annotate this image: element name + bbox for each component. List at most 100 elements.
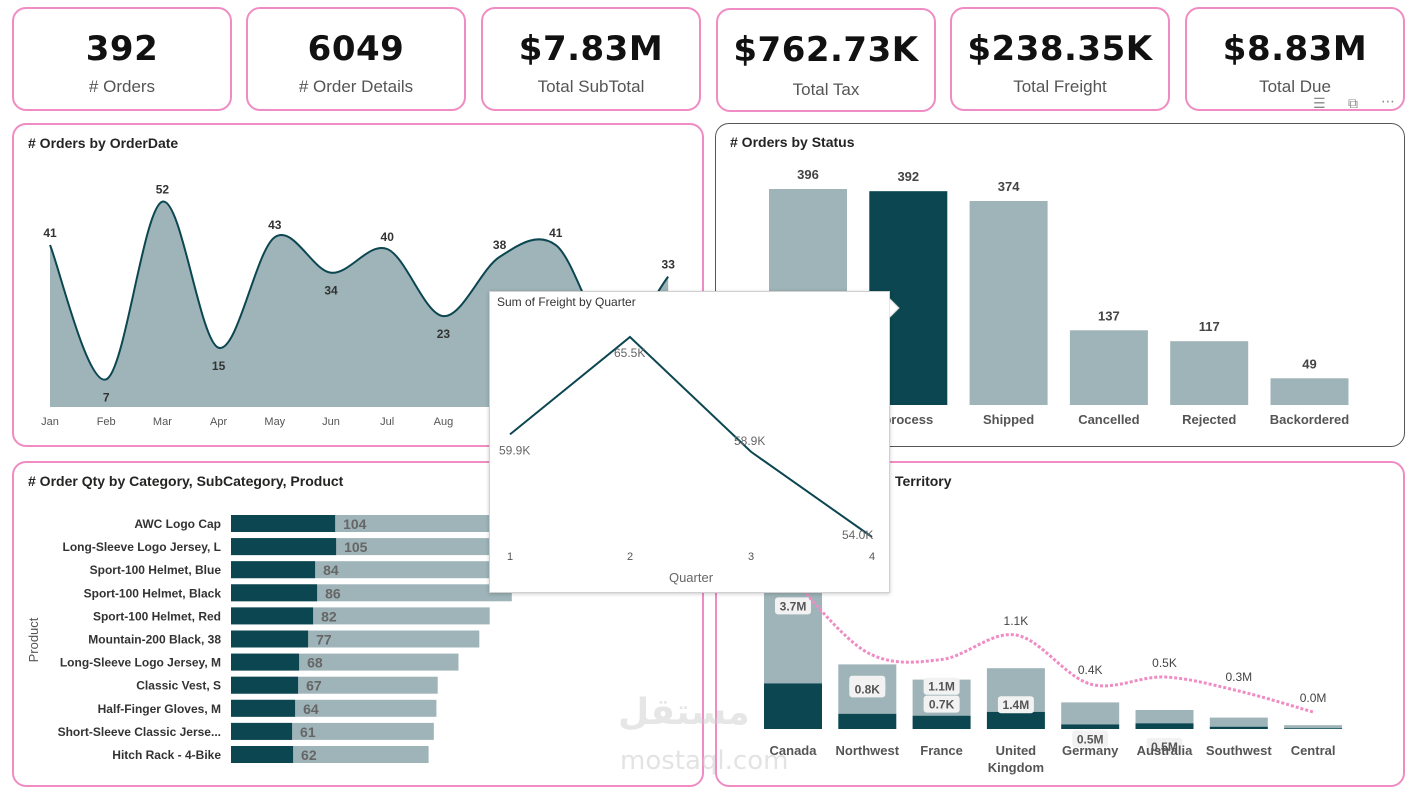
data-label: 374 — [998, 179, 1020, 194]
light-segment — [1135, 710, 1194, 724]
status-bar — [1270, 378, 1349, 405]
x-tick-label: Aug — [434, 416, 454, 428]
more-options-icon[interactable]: ⋯ — [1381, 94, 1395, 110]
x-tick-label: Jun — [322, 416, 340, 428]
x-tick-label: France — [920, 743, 963, 758]
territory-visual[interactable]: Territory 3.7MCanada1.2M0.8KNorthwest1.1… — [715, 461, 1405, 787]
tooltip-data-label: 59.9K — [499, 443, 530, 457]
status-bar — [969, 201, 1048, 405]
data-label: 105 — [344, 539, 368, 555]
kpi-label: Total SubTotal — [537, 77, 645, 96]
tooltip-x-label: Quarter — [669, 570, 714, 585]
stack-label: 3.7M — [780, 599, 807, 613]
orders-by-date-visual[interactable]: # Orders by OrderDate 41 7 52 15 43 34 40 23 38 4… — [12, 123, 704, 447]
line-label: 0.4K — [1078, 663, 1103, 677]
filter-icon[interactable]: ☰ — [1313, 96, 1326, 112]
label-bg — [997, 696, 1034, 714]
kpi-card-total-tax[interactable]: $762.73K Total Tax — [716, 8, 936, 112]
line-label: 1.1K — [1004, 614, 1029, 628]
x-tick-label: Shipped — [983, 412, 1034, 427]
kpi-value: $7.83M — [518, 29, 664, 69]
kpi-card-total-due[interactable]: $8.83M Total Due — [1185, 7, 1405, 111]
y-tick-label: Sport-100 Helmet, Red — [93, 609, 221, 623]
y-tick-label: Classic Vest, S — [136, 679, 221, 693]
data-label: 67 — [306, 678, 322, 694]
stack-label: 1.4M — [1003, 698, 1030, 712]
data-label: 15 — [212, 359, 226, 373]
data-label: 396 — [797, 167, 819, 182]
highlight-bar — [231, 699, 296, 717]
data-label: 62 — [301, 747, 317, 763]
data-label: 392 — [897, 169, 919, 184]
y-tick-label: Short-Sleeve Classic Jerse... — [58, 725, 221, 739]
order-qty-visual[interactable]: # Order Qty by Category, SubCategory, Pr… — [12, 461, 704, 787]
tooltip-line — [509, 335, 873, 538]
y-tick-label: Long-Sleeve Logo Jersey, M — [60, 656, 221, 670]
kpi-card-order-details[interactable]: 6049 # Order Details — [246, 7, 466, 111]
x-tick-label: Apr — [210, 416, 227, 428]
label-bg — [1146, 738, 1183, 755]
data-label: 84 — [323, 562, 339, 578]
tooltip-x-tick: 1 — [507, 551, 513, 563]
label-bg — [923, 677, 960, 695]
x-tick-label: Australia — [1137, 743, 1193, 758]
x-tick-label: Backordered — [1270, 412, 1350, 427]
dark-segment — [1135, 723, 1194, 729]
highlight-bar — [231, 746, 294, 763]
chart-title: Territory — [895, 473, 952, 489]
data-label: 43 — [268, 218, 282, 232]
line-label: 0.0M — [1300, 691, 1327, 705]
dark-segment — [1061, 724, 1120, 729]
data-label: 23 — [437, 327, 451, 341]
kpi-card-total-freight[interactable]: $238.35K Total Freight — [950, 7, 1170, 111]
kpi-label: Total Due — [1259, 77, 1331, 96]
kpi-value: $8.83M — [1222, 29, 1368, 69]
dark-segment — [986, 711, 1045, 729]
data-label: 49 — [1302, 356, 1316, 371]
y-tick-label: Hitch Rack - 4-Bike — [112, 748, 221, 762]
kpi-value: 6049 — [307, 29, 405, 69]
kpi-value: $762.73K — [733, 30, 919, 70]
y-axis-label: Product — [26, 617, 41, 662]
data-label: 61 — [300, 724, 316, 740]
data-label: 104 — [343, 516, 367, 532]
light-segment — [1061, 702, 1120, 725]
tooltip-x-tick: 4 — [869, 551, 875, 563]
light-segment — [1209, 717, 1268, 727]
territory-chart: 3.7MCanada1.2M0.8KNorthwest1.1M0.7KFranc… — [764, 569, 1343, 775]
status-bar — [1170, 341, 1249, 405]
extra-label: 0.7K — [929, 698, 955, 712]
stack-label: 0.5M — [1077, 732, 1104, 746]
x-tick-label: process — [883, 412, 933, 427]
dark-segment — [838, 713, 897, 729]
x-tick-label: Canada — [770, 743, 818, 758]
x-tick-label: Central — [1291, 743, 1336, 758]
data-label: 77 — [316, 632, 332, 648]
kpi-card-total-subtotal[interactable]: $7.83M Total SubTotal — [481, 7, 701, 111]
orders-by-status-visual[interactable]: # Orders by Status 396 392 process 374 Shipp… — [715, 123, 1405, 447]
data-label: 86 — [325, 585, 341, 601]
data-label: 117 — [1199, 319, 1220, 334]
y-tick-label: Long-Sleeve Logo Jersey, L — [63, 540, 221, 554]
tooltip-x-tick: 3 — [748, 551, 754, 563]
data-label: 64 — [303, 701, 319, 717]
status-bar — [1069, 330, 1148, 405]
label-bg — [775, 597, 811, 615]
kpi-label: # Orders — [88, 77, 156, 96]
chart-title: # Orders by OrderDate — [28, 135, 179, 151]
y-tick-label: AWC Logo Cap — [134, 517, 221, 531]
y-tick-label: Sport-100 Helmet, Blue — [90, 563, 222, 577]
label-bg — [923, 695, 960, 713]
kpi-label: Total Tax — [792, 80, 860, 99]
area-line — [49, 200, 669, 381]
focus-mode-icon[interactable]: ⧉ — [1348, 96, 1358, 112]
dark-segment — [1284, 728, 1343, 729]
highlight-bar — [231, 607, 314, 625]
watermark-logo: مستقل — [618, 692, 750, 733]
highlight-bar — [231, 676, 299, 694]
data-label: 40 — [381, 230, 395, 244]
x-tick-label: Rejected — [1182, 412, 1236, 427]
kpi-card-orders[interactable]: 392 # Orders — [12, 7, 232, 111]
highlight-bar — [231, 653, 300, 671]
tooltip-data-label: 54.0K — [842, 528, 873, 542]
